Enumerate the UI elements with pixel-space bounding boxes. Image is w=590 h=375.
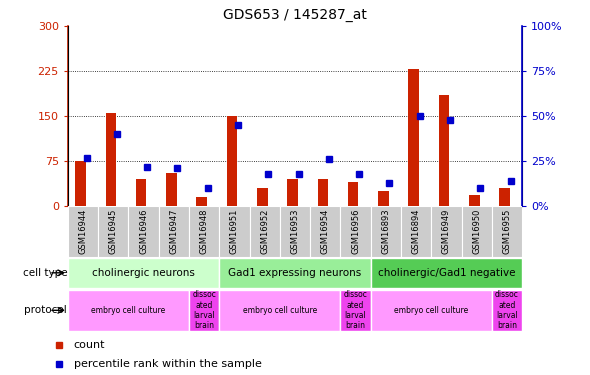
Text: GSM16948: GSM16948 <box>199 209 209 254</box>
Text: count: count <box>74 340 105 350</box>
FancyBboxPatch shape <box>340 206 371 257</box>
Text: percentile rank within the sample: percentile rank within the sample <box>74 359 261 369</box>
Text: GSM16952: GSM16952 <box>260 209 269 254</box>
Bar <box>196 197 207 206</box>
FancyBboxPatch shape <box>371 258 522 288</box>
Bar <box>348 182 359 206</box>
Bar <box>317 179 328 206</box>
FancyBboxPatch shape <box>310 206 340 257</box>
FancyBboxPatch shape <box>431 206 461 257</box>
FancyBboxPatch shape <box>371 206 401 257</box>
Text: GSM16954: GSM16954 <box>321 209 330 254</box>
Text: dissoc
ated
larval
brain: dissoc ated larval brain <box>343 290 368 330</box>
Text: Gad1 expressing neurons: Gad1 expressing neurons <box>228 268 362 278</box>
Text: embryo cell culture: embryo cell culture <box>394 306 468 315</box>
Bar <box>166 173 177 206</box>
Text: embryo cell culture: embryo cell culture <box>91 306 166 315</box>
FancyBboxPatch shape <box>189 206 219 257</box>
Text: GSM16893: GSM16893 <box>381 209 391 254</box>
FancyBboxPatch shape <box>401 206 431 257</box>
Text: dissoc
ated
larval
brain: dissoc ated larval brain <box>495 290 519 330</box>
FancyBboxPatch shape <box>219 258 371 288</box>
FancyBboxPatch shape <box>280 206 310 257</box>
Text: GSM16953: GSM16953 <box>290 209 300 254</box>
Text: GSM16945: GSM16945 <box>109 209 118 254</box>
Text: GSM16947: GSM16947 <box>169 209 178 254</box>
Text: embryo cell culture: embryo cell culture <box>242 306 317 315</box>
FancyBboxPatch shape <box>129 206 159 257</box>
Bar <box>499 188 510 206</box>
Bar <box>439 95 450 206</box>
Bar <box>287 179 298 206</box>
FancyBboxPatch shape <box>68 290 189 331</box>
Bar <box>106 113 116 206</box>
Text: GSM16951: GSM16951 <box>230 209 239 254</box>
Bar <box>227 116 237 206</box>
Bar <box>408 69 419 206</box>
Text: GSM16950: GSM16950 <box>472 209 481 254</box>
FancyBboxPatch shape <box>189 290 219 331</box>
Text: GSM16955: GSM16955 <box>503 209 512 254</box>
FancyBboxPatch shape <box>98 206 129 257</box>
Text: protocol: protocol <box>25 305 67 315</box>
Text: GSM16944: GSM16944 <box>78 209 87 254</box>
FancyBboxPatch shape <box>340 290 371 331</box>
Text: cell type: cell type <box>22 268 67 278</box>
FancyBboxPatch shape <box>492 290 522 331</box>
Text: GSM16956: GSM16956 <box>351 209 360 254</box>
FancyBboxPatch shape <box>159 206 189 257</box>
Text: GSM16946: GSM16946 <box>139 209 148 254</box>
Text: GSM16894: GSM16894 <box>412 209 421 254</box>
FancyBboxPatch shape <box>461 206 492 257</box>
Text: dissoc
ated
larval
brain: dissoc ated larval brain <box>192 290 216 330</box>
Bar <box>469 195 480 206</box>
FancyBboxPatch shape <box>371 290 492 331</box>
FancyBboxPatch shape <box>250 206 280 257</box>
FancyBboxPatch shape <box>68 258 219 288</box>
Text: cholinergic neurons: cholinergic neurons <box>92 268 195 278</box>
FancyBboxPatch shape <box>68 206 98 257</box>
Bar <box>136 179 146 206</box>
Bar <box>378 191 389 206</box>
FancyBboxPatch shape <box>492 206 522 257</box>
Title: GDS653 / 145287_at: GDS653 / 145287_at <box>223 9 367 22</box>
Text: cholinergic/Gad1 negative: cholinergic/Gad1 negative <box>378 268 515 278</box>
FancyBboxPatch shape <box>219 290 340 331</box>
FancyBboxPatch shape <box>219 206 250 257</box>
Bar <box>257 188 268 206</box>
Text: GSM16949: GSM16949 <box>442 209 451 254</box>
Bar <box>76 161 86 206</box>
